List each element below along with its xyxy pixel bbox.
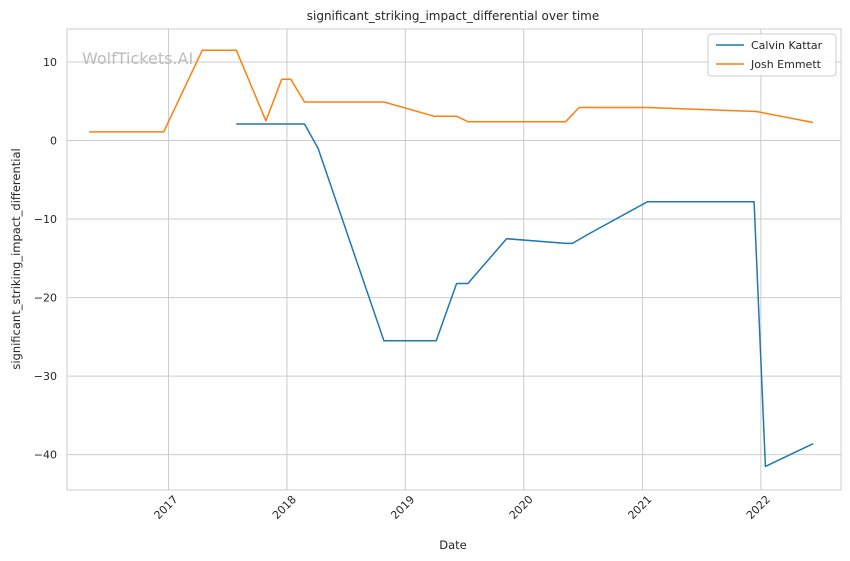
y-tick-label: −30: [34, 370, 57, 383]
gridlines: [67, 29, 841, 490]
x-axis-title: Date: [439, 538, 467, 552]
legend-label-calvin-kattar: Calvin Kattar: [751, 39, 823, 52]
series-layer: [89, 49, 814, 468]
chart-title: significant_striking_impact_differential…: [307, 9, 599, 23]
series-line-josh-emmett: [89, 49, 814, 133]
y-tick-label: −40: [34, 449, 57, 462]
legend-label-josh-emmett: Josh Emmett: [750, 58, 822, 71]
legend: Calvin Kattar Josh Emmett: [707, 33, 837, 77]
y-axis-title: significant_striking_impact_differential: [9, 148, 23, 369]
y-tick-label: −10: [34, 213, 57, 226]
y-tick-label: 10: [43, 56, 57, 69]
plot-area-frame: [66, 28, 842, 491]
series-line-calvin-kattar: [236, 123, 814, 468]
watermark-text: WolfTickets.AI: [82, 49, 193, 68]
y-tick-label: −20: [34, 292, 57, 305]
y-tick-label: 0: [50, 135, 57, 148]
y-tick-labels: 10 0 −10 −20 −30 −40: [34, 56, 57, 462]
